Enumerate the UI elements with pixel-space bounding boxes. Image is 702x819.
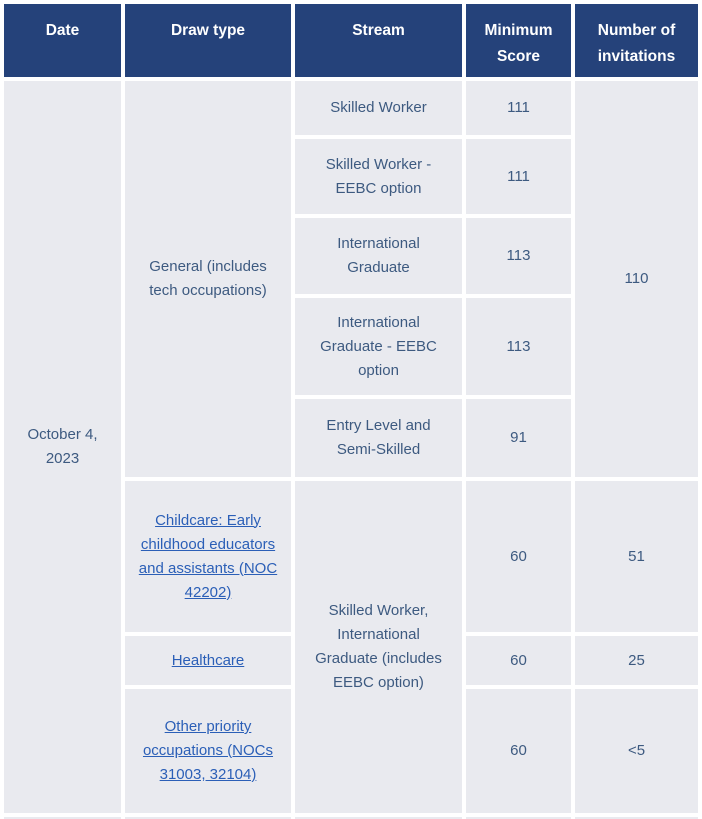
min-score-cell: 60 (466, 481, 571, 632)
min-score-cell: 111 (466, 81, 571, 135)
invitations-cell: <5 (575, 689, 698, 813)
draw-type-healthcare-cell: Healthcare (125, 636, 291, 685)
min-score-cell: 60 (466, 636, 571, 685)
table-header-row: Date Draw type Stream Minimum Score Numb… (4, 4, 698, 77)
stream-targeted-cell: Skilled Worker, International Graduate (… (295, 481, 462, 813)
table-row: Entry Level and Semi-Skilled 91 (4, 399, 698, 477)
table-row: Skilled Worker - EEBC option 111 (4, 139, 698, 214)
other-priority-occupations-link[interactable]: Other priority occupations (NOCs 31003, … (142, 718, 274, 783)
stream-cell: Skilled Worker (295, 81, 462, 135)
min-score-cell: 113 (466, 298, 571, 395)
next-row-cut-off (4, 817, 698, 819)
column-header-date: Date (4, 4, 121, 77)
min-score-cell: 60 (466, 689, 571, 813)
childcare-link[interactable]: Childcare: Early childhood educators and… (138, 511, 278, 601)
stream-cell: International Graduate - EEBC option (295, 298, 462, 395)
invitations-cell: 51 (575, 481, 698, 632)
min-score-cell: 91 (466, 399, 571, 477)
draw-type-other-priority-cell: Other priority occupations (NOCs 31003, … (125, 689, 291, 813)
table-row: Other priority occupations (NOCs 31003, … (4, 689, 698, 813)
stream-cell: Entry Level and Semi-Skilled (295, 399, 462, 477)
column-header-min-score: Minimum Score (466, 4, 571, 77)
table-row: Healthcare 60 25 (4, 636, 698, 685)
min-score-cell: 111 (466, 139, 571, 214)
stream-cell: Skilled Worker - EEBC option (295, 139, 462, 214)
table-row: October 4, 2023 General (includes tech o… (4, 81, 698, 813)
table-row: Childcare: Early childhood educators and… (4, 481, 698, 813)
healthcare-link[interactable]: Healthcare (171, 651, 245, 669)
column-header-draw-type: Draw type (125, 4, 291, 77)
draw-type-childcare-cell: Childcare: Early childhood educators and… (125, 481, 291, 632)
draw-type-general-cell: General (includes tech occupations) (125, 81, 291, 477)
invitations-cell: 25 (575, 636, 698, 685)
column-header-stream: Stream (295, 4, 462, 77)
invitations-general-cell: 110 (575, 81, 698, 477)
table-row: International Graduate 113 (4, 218, 698, 294)
table-row: International Graduate - EEBC option 113 (4, 298, 698, 395)
date-cell: October 4, 2023 (4, 81, 121, 813)
stream-cell: International Graduate (295, 218, 462, 294)
min-score-cell: 113 (466, 218, 571, 294)
column-header-invitations: Number of invitations (575, 4, 698, 77)
